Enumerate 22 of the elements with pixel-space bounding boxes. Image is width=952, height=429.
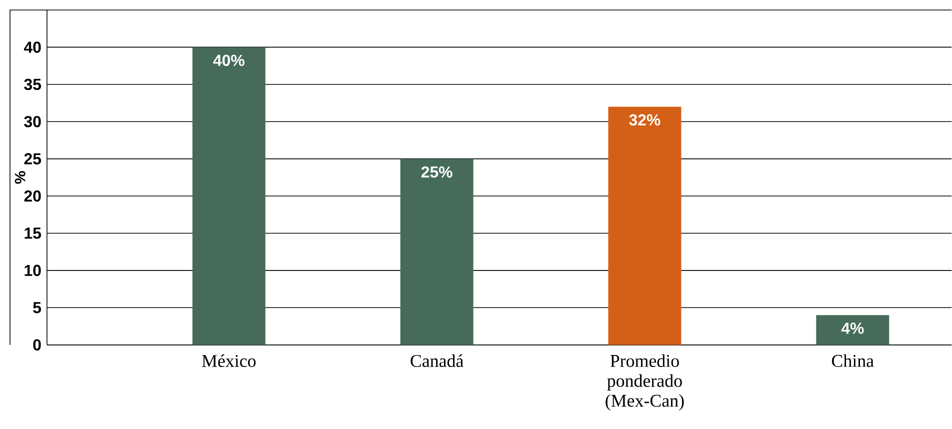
x-tick-label: Canadá — [410, 354, 464, 368]
bar — [816, 315, 890, 345]
y-tick-label: 30 — [24, 116, 41, 128]
y-axis-title: % — [14, 171, 26, 184]
y-tick-label: 20 — [24, 190, 41, 202]
x-tick-label: México — [202, 354, 256, 368]
data-label: 32% — [629, 114, 660, 126]
y-tick-label: 0 — [33, 339, 41, 351]
bar — [608, 106, 682, 345]
y-tick-label: 25 — [24, 153, 42, 165]
y-tick-label: 40 — [24, 42, 41, 53]
y-tick-label: 5 — [33, 302, 42, 314]
bar — [400, 158, 474, 345]
y-tick-label: 10 — [24, 264, 41, 276]
y-tick-label: 15 — [24, 228, 42, 239]
x-tick-label: China — [832, 354, 874, 368]
x-tick-label: Promedio ponderado (Mex-Can) — [606, 354, 684, 411]
y-tick-label: 35 — [24, 78, 42, 90]
data-label: 4% — [841, 322, 864, 334]
data-label: 25% — [421, 166, 452, 178]
data-label: 40% — [213, 54, 244, 66]
bar — [192, 47, 266, 345]
